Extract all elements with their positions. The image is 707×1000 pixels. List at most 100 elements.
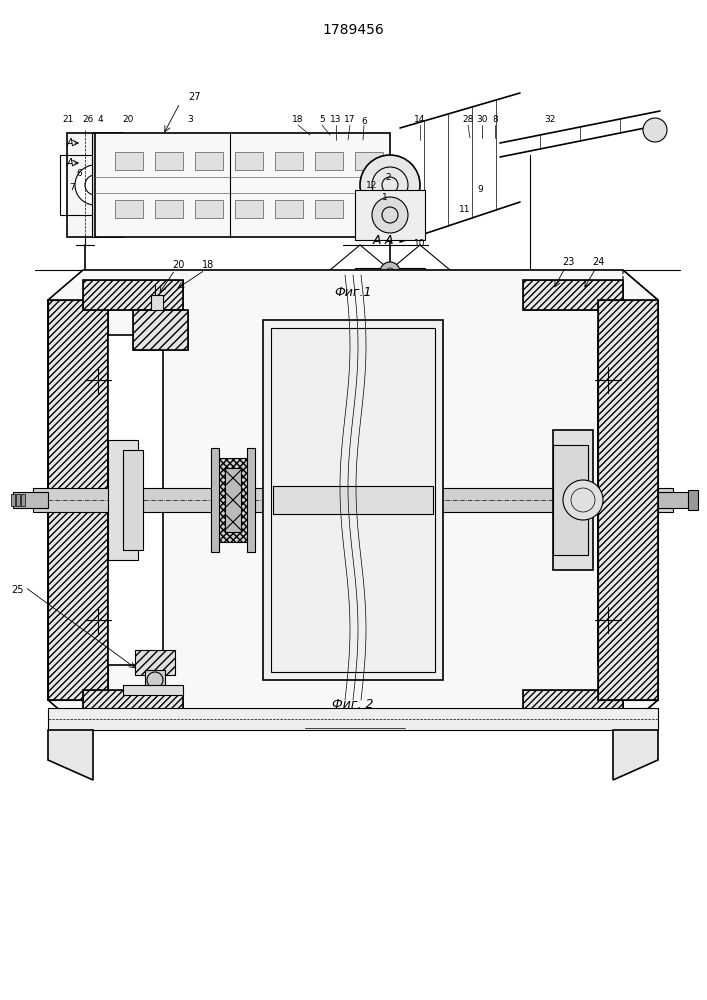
Bar <box>658 492 693 508</box>
Text: 21: 21 <box>62 115 74 124</box>
Bar <box>13 492 48 508</box>
Bar <box>151 295 163 310</box>
Polygon shape <box>48 730 93 780</box>
Bar <box>108 440 138 560</box>
Text: 2: 2 <box>385 174 391 182</box>
Text: 23: 23 <box>562 257 574 267</box>
Bar <box>523 280 623 310</box>
Bar <box>553 430 593 570</box>
Bar <box>135 650 175 675</box>
Bar <box>135 650 175 675</box>
Circle shape <box>380 262 400 282</box>
Bar <box>273 486 433 514</box>
Bar <box>133 310 188 350</box>
Bar <box>598 335 653 665</box>
Text: 17: 17 <box>344 115 356 124</box>
Text: 27: 27 <box>189 92 201 102</box>
Bar <box>355 152 383 170</box>
Bar <box>48 300 108 700</box>
Text: 20: 20 <box>172 260 185 270</box>
Bar <box>155 152 183 170</box>
Bar <box>523 280 623 310</box>
Text: А: А <box>66 138 74 148</box>
Bar <box>133 310 188 350</box>
Text: А: А <box>66 158 74 168</box>
Text: 9: 9 <box>477 186 483 194</box>
Bar <box>247 448 255 552</box>
Text: 24: 24 <box>592 257 604 267</box>
Bar <box>11 494 15 506</box>
Text: 26: 26 <box>82 115 94 124</box>
Bar <box>195 152 223 170</box>
Bar <box>108 335 163 665</box>
Circle shape <box>75 165 115 205</box>
Text: 25: 25 <box>12 585 24 595</box>
Bar <box>355 268 425 276</box>
Text: Фиг. 2: Фиг. 2 <box>332 698 374 712</box>
Bar <box>688 490 698 510</box>
Bar <box>195 200 223 218</box>
Bar <box>115 152 143 170</box>
Bar <box>123 685 183 695</box>
Bar <box>598 300 658 700</box>
Circle shape <box>563 480 603 520</box>
Text: 32: 32 <box>544 115 556 124</box>
Text: 13: 13 <box>330 115 341 124</box>
Text: 20: 20 <box>122 115 134 124</box>
Text: 4: 4 <box>97 115 103 124</box>
Bar <box>21 494 25 506</box>
Bar <box>355 200 383 218</box>
Bar <box>263 320 443 680</box>
Bar <box>271 328 435 672</box>
Text: Фиг.1: Фиг.1 <box>334 286 372 298</box>
Circle shape <box>372 197 408 233</box>
Bar <box>315 200 343 218</box>
Text: 3: 3 <box>187 115 193 124</box>
Text: 12: 12 <box>366 180 378 190</box>
Text: 18: 18 <box>292 115 304 124</box>
Bar <box>83 280 183 310</box>
Text: 8: 8 <box>492 115 498 124</box>
Text: 11: 11 <box>460 206 471 215</box>
Bar <box>33 488 673 512</box>
Bar <box>225 468 241 532</box>
Bar <box>48 300 108 700</box>
Text: 5: 5 <box>319 115 325 124</box>
Bar <box>95 133 390 237</box>
Text: 6: 6 <box>361 117 367 126</box>
Bar <box>67 133 123 237</box>
Polygon shape <box>48 270 658 730</box>
Circle shape <box>643 118 667 142</box>
Bar <box>523 690 623 720</box>
Bar <box>235 200 263 218</box>
Polygon shape <box>613 730 658 780</box>
Bar <box>83 280 183 310</box>
Circle shape <box>360 155 420 215</box>
Bar <box>218 458 248 542</box>
Text: А-А: А-А <box>373 233 394 246</box>
Bar <box>123 450 143 550</box>
Bar <box>83 690 183 720</box>
Bar <box>145 670 165 690</box>
Text: 18: 18 <box>202 260 214 270</box>
Bar <box>235 152 263 170</box>
Bar <box>275 152 303 170</box>
Bar <box>218 458 248 542</box>
Bar <box>155 200 183 218</box>
Text: 1: 1 <box>382 192 388 202</box>
Text: 14: 14 <box>414 115 426 124</box>
Text: 7: 7 <box>69 184 75 192</box>
Text: 30: 30 <box>477 115 488 124</box>
Bar <box>92 133 98 237</box>
Bar <box>83 690 183 720</box>
Bar <box>16 494 20 506</box>
Bar <box>598 300 658 700</box>
Bar <box>48 708 658 730</box>
Bar <box>523 690 623 720</box>
Bar <box>355 190 425 240</box>
Bar <box>275 200 303 218</box>
Text: 1789456: 1789456 <box>322 23 384 37</box>
Text: 6: 6 <box>76 169 82 178</box>
Bar <box>115 200 143 218</box>
Bar <box>315 152 343 170</box>
